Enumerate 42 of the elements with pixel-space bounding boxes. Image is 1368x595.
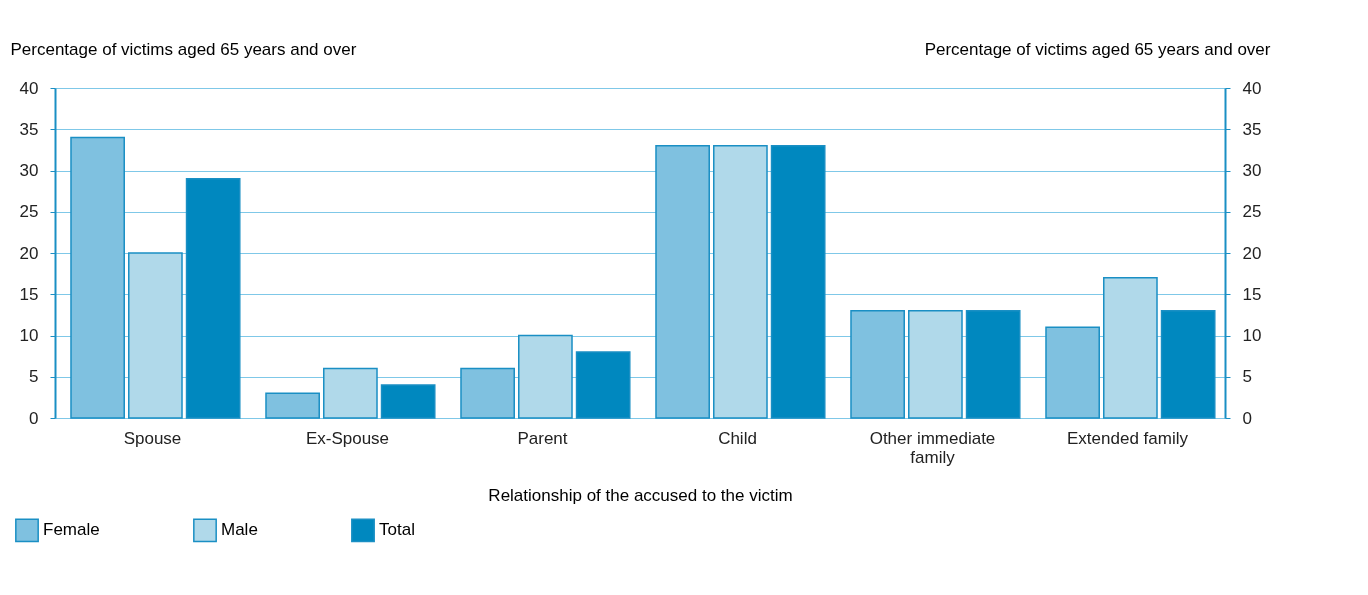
bar [1103, 277, 1158, 419]
y-tick-label: 15 [19, 284, 39, 304]
y2-tick-label: 10 [1242, 326, 1262, 345]
y2-tick-label: 40 [1242, 78, 1262, 98]
x-tick-label: Spouse [123, 428, 182, 448]
legend-label: Female [43, 520, 100, 540]
y2-tick-label: 5 [1242, 367, 1252, 387]
bar [185, 178, 241, 419]
y-tick-label: 25 [19, 202, 39, 222]
x-tick-label: Ex-Spouse [305, 428, 390, 448]
bar [518, 334, 573, 419]
legend-label: Total [379, 520, 415, 540]
y2-tick-label: 25 [1242, 202, 1262, 222]
bar [380, 384, 436, 419]
y2-tick-label: 0 [1242, 408, 1252, 428]
x-tick-label: Parent [517, 428, 568, 448]
x-tick-label: Extended family [1067, 428, 1189, 448]
y-tick-label: 35 [19, 119, 39, 139]
bar [1160, 310, 1216, 419]
y-tick-label: 5 [29, 367, 39, 387]
bar [770, 145, 826, 419]
bar [128, 252, 183, 419]
y-tick-label: 30 [19, 161, 39, 180]
y2-tick-label: 30 [1242, 161, 1262, 180]
bar [908, 310, 963, 419]
y2-axis-title: Percentage of victims aged 65 years and over [924, 39, 1271, 59]
bar [713, 145, 768, 419]
bar [575, 351, 631, 419]
x-tick-label: Child [718, 428, 757, 448]
legend-label: Male [221, 520, 258, 540]
y2-tick-label: 15 [1242, 284, 1262, 304]
bar [323, 367, 378, 419]
y-tick-label: 40 [19, 78, 39, 98]
bar [965, 310, 1021, 419]
y-tick-label: 20 [19, 243, 39, 263]
y-tick-label: 0 [29, 408, 39, 428]
y-tick-label: 10 [19, 326, 39, 345]
y2-tick-label: 35 [1242, 119, 1262, 139]
x-axis-title: Relationship of the accused to the victim [488, 485, 793, 505]
y-axis-title: Percentage of victims aged 65 years and over [10, 39, 357, 59]
x-tick-label: Other immediate family [869, 428, 996, 467]
y2-tick-label: 20 [1242, 243, 1262, 263]
